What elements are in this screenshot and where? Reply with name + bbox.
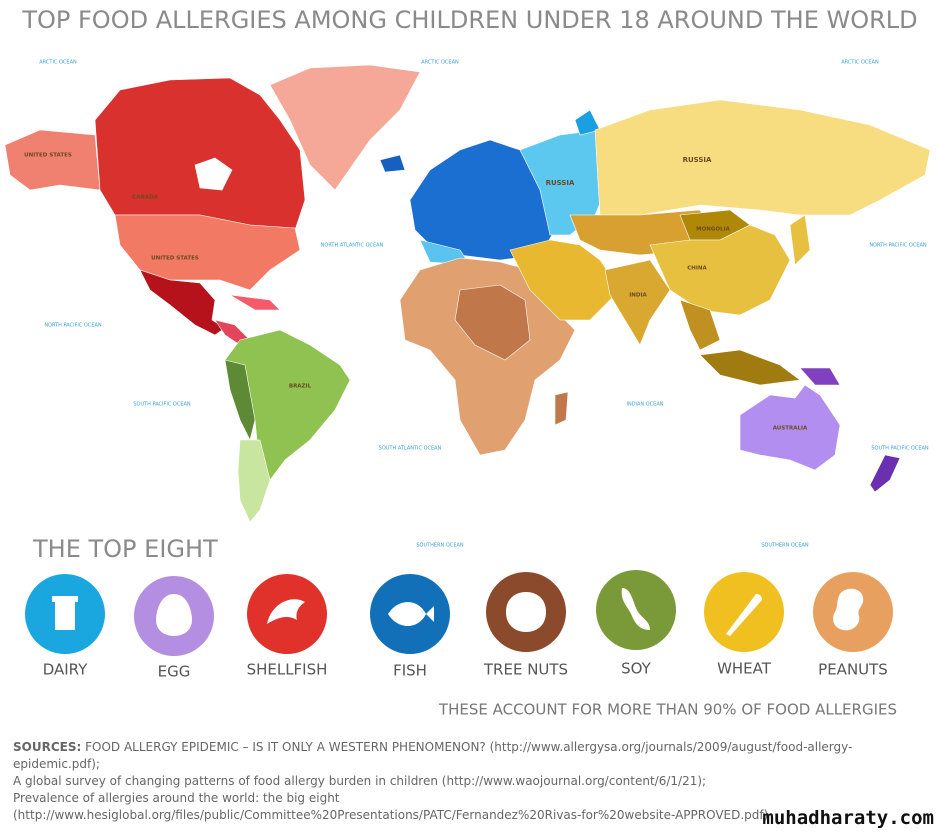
icon-glyph — [156, 594, 192, 636]
ocean-label: SOUTHERN OCEAN — [416, 543, 464, 549]
new-zealand — [869, 454, 901, 493]
title: TOP FOOD ALLERGIES AMONG CHILDREN UNDER … — [21, 6, 917, 34]
country-label: CHINA — [687, 266, 707, 272]
source-line: FOOD ALLERGY EPIDEMIC – IS IT ONLY A WES… — [13, 740, 853, 771]
allergen-icons: DAIRY EGG SHELLFISH FISH TREE NUTS SOY WHEAT PE… — [25, 570, 893, 681]
alaska — [4, 129, 101, 191]
southeast-asia — [679, 299, 721, 351]
hudson-bay — [194, 157, 233, 191]
ocean-label: NORTH ATLANTIC OCEAN — [321, 243, 384, 249]
australia — [739, 384, 841, 471]
country-label: INDIA — [629, 293, 647, 299]
ocean-label: NORTH PACIFIC OCEAN — [869, 243, 927, 249]
icon-glyph — [726, 594, 762, 636]
ocean-label: SOUTH ATLANTIC OCEAN — [379, 446, 442, 452]
watermark: muhadharaty.com — [762, 807, 934, 829]
country-label: MONGOLIA — [696, 227, 730, 233]
sources: SOURCES: FOOD ALLERGY EPIDEMIC – IS IT O… — [13, 739, 933, 824]
ocean-label: SOUTH PACIFIC OCEAN — [871, 446, 929, 452]
source-line: A global survey of changing patterns of … — [13, 774, 707, 788]
ocean-label: SOUTHERN OCEAN — [761, 543, 809, 549]
ocean-label: ARCTIC OCEAN — [39, 60, 77, 66]
allergen-label: PEANUTS — [818, 661, 888, 679]
country-label: RUSSIA — [546, 179, 575, 187]
africa — [399, 257, 576, 456]
allergen-label: FISH — [393, 662, 427, 680]
icon-glyph — [833, 588, 864, 631]
ocean-label: ARCTIC OCEAN — [841, 60, 879, 66]
allergen-label: TREE NUTS — [483, 661, 568, 679]
ocean-label: ARCTIC OCEAN — [421, 60, 459, 66]
map-labels: ARCTIC OCEAN ARCTIC OCEAN ARCTIC OCEAN N… — [24, 60, 929, 549]
japan — [789, 214, 811, 266]
country-label: UNITED STATES — [24, 153, 72, 159]
iceland — [379, 154, 406, 173]
allergen-label: SHELLFISH — [247, 661, 328, 679]
section-title: THE TOP EIGHT — [32, 535, 218, 563]
central-africa — [454, 284, 531, 361]
icon-glyph — [506, 592, 546, 632]
caribbean — [229, 294, 281, 311]
icon-glyph — [388, 602, 434, 626]
country-label: UNITED STATES — [151, 256, 199, 262]
graphic: TOP FOOD ALLERGIES AMONG CHILDREN UNDER … — [4, 6, 931, 719]
india — [604, 259, 671, 346]
allergen-label: WHEAT — [717, 660, 772, 678]
indonesia — [699, 349, 801, 386]
eastern-russia — [594, 99, 931, 216]
source-line: Prevalence of allergies around the world… — [13, 791, 340, 805]
country-label: CANADA — [132, 195, 159, 201]
canada — [94, 77, 306, 231]
ocean-label: SOUTH PACIFIC OCEAN — [133, 402, 191, 408]
note: THESE ACCOUNT FOR MORE THAN 90% OF FOOD … — [438, 701, 897, 719]
country-label: AUSTRALIA — [773, 426, 808, 432]
world-map — [4, 64, 931, 523]
sources-label: SOURCES: — [13, 740, 82, 754]
country-label: RUSSIA — [683, 156, 712, 164]
ocean-label: INDIAN OCEAN — [626, 402, 663, 408]
country-label: BRAZIL — [289, 384, 312, 390]
source-line: (http://www.hesiglobal.org/files/public/… — [13, 808, 769, 822]
ocean-label: NORTH PACIFIC OCEAN — [44, 323, 102, 329]
allergen-label: DAIRY — [43, 661, 88, 679]
madagascar — [554, 391, 569, 426]
allergen-label: SOY — [621, 660, 652, 678]
greenland — [269, 64, 421, 191]
allergen-label: EGG — [158, 663, 191, 681]
new-guinea — [799, 367, 841, 386]
icon-glyph — [267, 599, 305, 624]
icon-glyph — [52, 596, 78, 630]
icon-glyph — [621, 588, 650, 630]
southern-cone — [237, 439, 271, 523]
usa — [114, 214, 301, 291]
